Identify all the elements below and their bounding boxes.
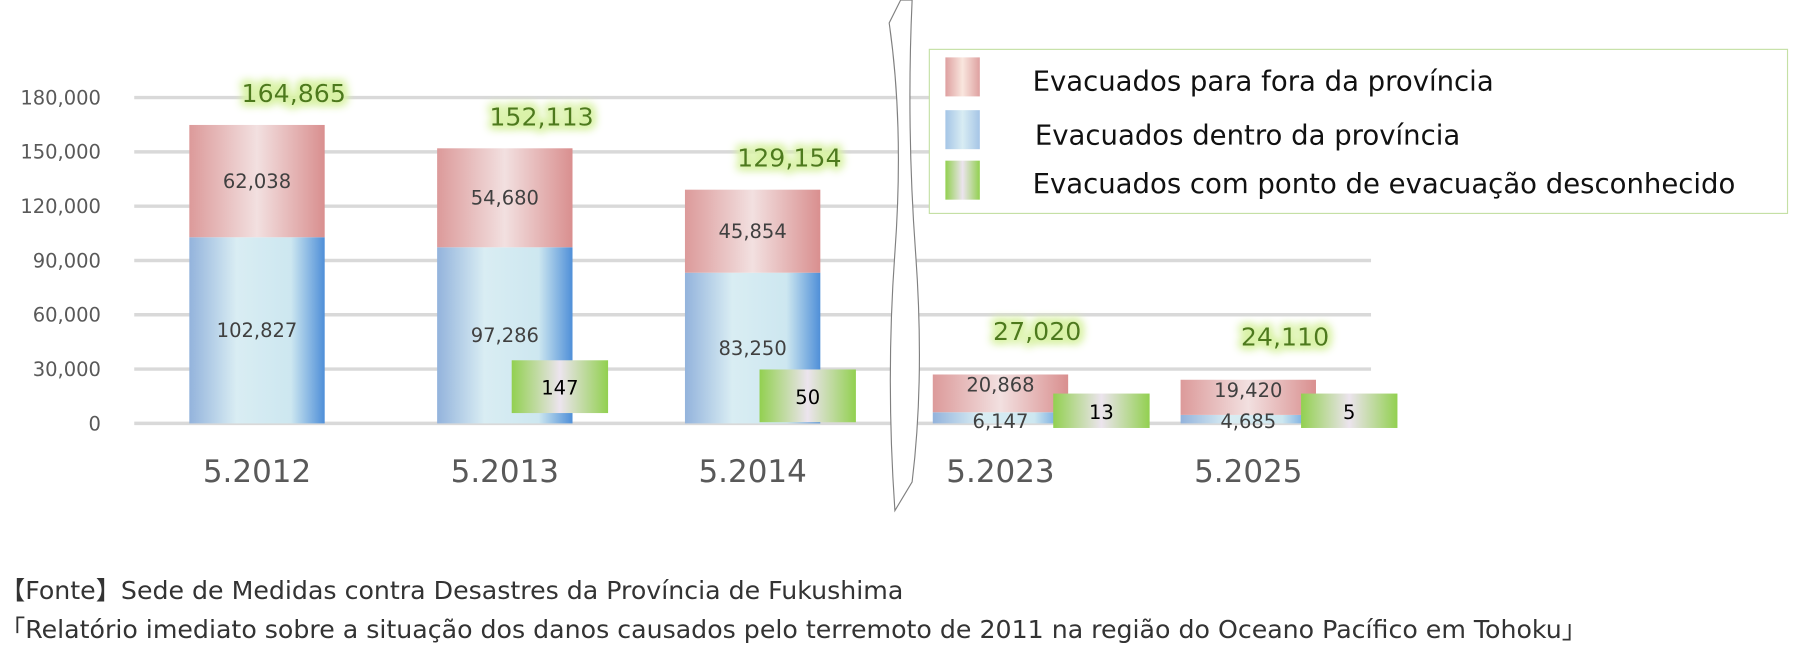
bar-unknown-destination — [511, 360, 609, 414]
y-tick-label: 0 — [89, 412, 101, 435]
legend: Evacuados para fora da província Evacuad… — [928, 48, 1789, 215]
data-label-unknown: 13 — [1089, 401, 1114, 424]
data-label-total: 24,110 — [1241, 322, 1329, 351]
bar-inside-province — [189, 237, 325, 424]
y-tick-label: 150,000 — [20, 141, 101, 164]
data-label-total: 152,113 — [489, 102, 593, 131]
bar-unknown-destination — [759, 369, 856, 423]
bar-inside-province — [1180, 414, 1316, 424]
data-label-total: 129,154 — [737, 144, 841, 173]
bar-outside-province — [932, 374, 1069, 413]
data-label-total: 27,020 — [993, 317, 1081, 346]
x-category-label: 5.2014 — [698, 454, 806, 490]
y-tick-label: 180,000 — [20, 86, 101, 109]
legend-label-outside: Evacuados para fora da província — [1033, 66, 1494, 98]
y-axis-ticks: 0 30,000 60,000 90,000 120,000 150,000 180,000 — [20, 86, 101, 435]
y-tick-label: 120,000 — [20, 195, 101, 218]
legend-swatch-unknown — [945, 160, 980, 200]
data-label-inside: 4,685 — [1220, 410, 1276, 433]
bar-outside-province — [684, 189, 821, 273]
data-label-outside: 45,854 — [719, 220, 787, 243]
bar-outside-province — [437, 148, 573, 248]
bar-inside-province — [932, 412, 1069, 424]
data-label-total: 164,865 — [242, 79, 346, 108]
legend-label-inside: Evacuados dentro da província — [1035, 120, 1460, 152]
y-tick-label: 60,000 — [33, 304, 101, 327]
data-label-unknown: 147 — [541, 377, 578, 400]
x-category-label: 5.2013 — [451, 454, 559, 490]
y-tick-label: 30,000 — [33, 358, 101, 381]
data-label-outside: 20,868 — [966, 374, 1034, 397]
data-label-outside: 62,038 — [223, 170, 291, 193]
bars: 102,827 62,038 164,865 5.2012 97,286 54,680 15… — [189, 79, 1398, 490]
bar-outside-province — [189, 124, 325, 238]
x-category-label: 5.2012 — [203, 454, 311, 490]
data-label-unknown: 50 — [795, 386, 820, 409]
data-label-outside: 54,680 — [471, 187, 539, 210]
x-category-label: 5.2025 — [1194, 454, 1302, 490]
legend-swatch-inside — [945, 110, 980, 150]
legend-label-unknown: Evacuados com ponto de evacuação desconh… — [1033, 168, 1736, 200]
bar-unknown-destination — [1301, 393, 1398, 428]
data-label-inside: 102,827 — [217, 319, 298, 342]
y-tick-label: 90,000 — [33, 249, 101, 272]
data-label-unknown: 5 — [1343, 401, 1355, 424]
footer-source: 【Fonte】Sede de Medidas contra Desastres … — [0, 576, 903, 605]
data-label-inside: 97,286 — [471, 324, 539, 347]
data-label-inside: 83,250 — [719, 337, 787, 360]
bar-unknown-destination — [1053, 393, 1150, 428]
data-label-outside: 19,420 — [1214, 379, 1282, 402]
data-label-inside: 6,147 — [973, 410, 1029, 433]
bar-outside-province — [1180, 379, 1316, 415]
footer-report: 「Relatório imediato sobre a situação dos… — [0, 615, 1587, 644]
x-category-label: 5.2023 — [946, 454, 1054, 490]
legend-swatch-outside — [945, 57, 980, 97]
axis-break-icon — [888, 0, 920, 513]
